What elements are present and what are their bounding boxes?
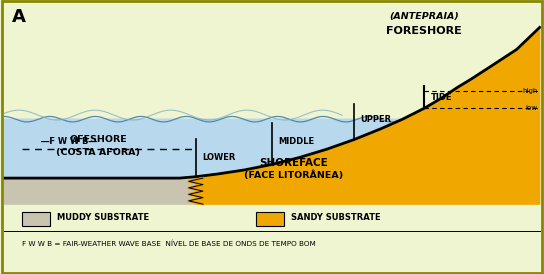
Polygon shape [4, 177, 196, 204]
Text: (ANTEPRAIA): (ANTEPRAIA) [390, 12, 459, 21]
Text: SHOREFACE: SHOREFACE [259, 158, 328, 168]
Text: LOWER: LOWER [202, 153, 236, 162]
Text: ―F W W B―: ―F W W B― [41, 137, 97, 146]
Text: TIDE: TIDE [431, 93, 453, 102]
Text: MIDDLE: MIDDLE [279, 137, 314, 145]
Polygon shape [196, 27, 540, 204]
Bar [22, 212, 50, 226]
Text: (FACE LITORÂNEA): (FACE LITORÂNEA) [244, 171, 343, 180]
Text: high: high [522, 88, 537, 94]
Text: MUDDY SUBSTRATE: MUDDY SUBSTRATE [57, 213, 149, 222]
Bar [256, 212, 284, 226]
Text: OFFSHORE: OFFSHORE [69, 135, 127, 144]
Text: (COSTA AFORA): (COSTA AFORA) [56, 148, 140, 156]
Text: SANDY SUBSTRATE: SANDY SUBSTRATE [291, 213, 381, 222]
Text: FORESHORE: FORESHORE [386, 26, 462, 36]
Text: UPPER: UPPER [360, 115, 391, 124]
Text: A: A [12, 8, 26, 26]
Text: F W W B = FAIR-WEATHER WAVE BASE  NÍVEL DE BASE DE ONDS DE TEMPO BOM: F W W B = FAIR-WEATHER WAVE BASE NÍVEL D… [22, 241, 316, 247]
Polygon shape [4, 119, 403, 178]
Text: low: low [526, 105, 537, 111]
